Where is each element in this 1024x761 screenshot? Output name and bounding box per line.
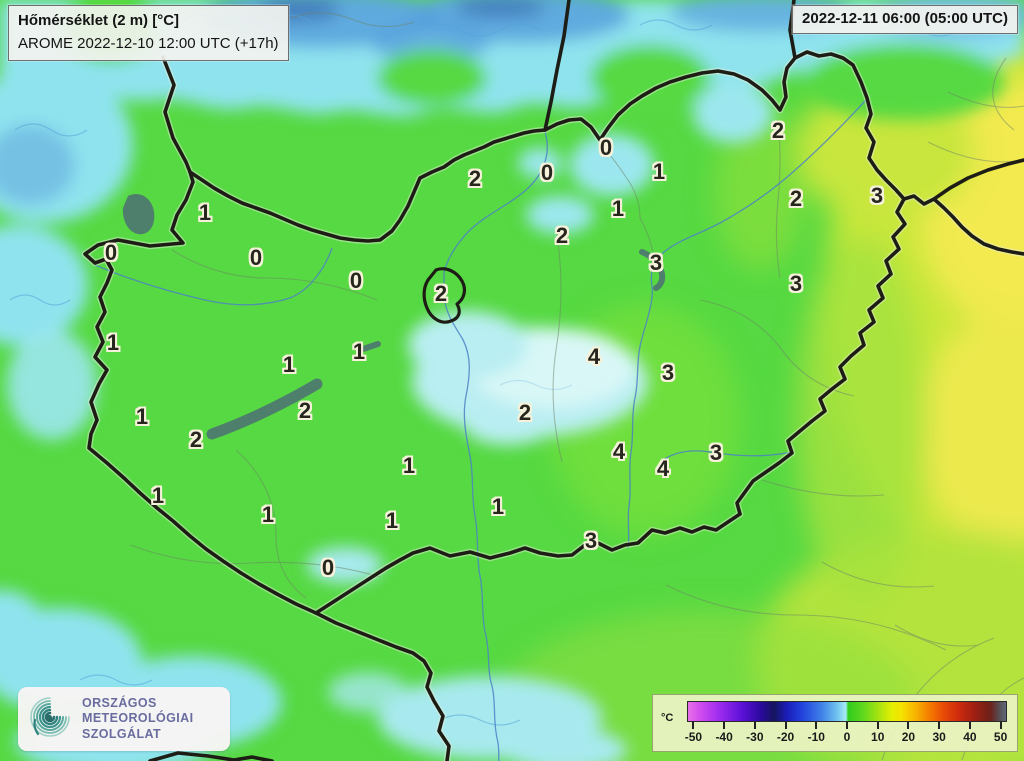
- legend-tick: [938, 722, 941, 729]
- legend-tick: [723, 722, 726, 729]
- legend-tick-label: -20: [776, 730, 795, 744]
- border-northeast: [932, 158, 1024, 201]
- temperature-value-label: 2: [434, 281, 448, 306]
- legend-tick-label: 40: [963, 730, 977, 744]
- koros-river: [662, 450, 793, 461]
- temperature-value-label: 2: [518, 400, 532, 425]
- border-branch-top1: [543, 0, 571, 132]
- legend-tick: [999, 722, 1002, 729]
- temperature-value-label: 1: [135, 404, 149, 429]
- logo-text-line: SZOLGÁLAT: [82, 726, 162, 741]
- temperature-value-label: 3: [584, 528, 598, 553]
- border-east: [735, 197, 907, 516]
- temperature-value-label: 1: [402, 453, 416, 478]
- temperature-value-label: 2: [468, 166, 482, 191]
- lake-velence: [357, 341, 381, 353]
- lake-ferto: [122, 193, 155, 235]
- legend-tick-label: -40: [715, 730, 733, 744]
- legend-gradient-bar: [687, 701, 1007, 722]
- omsz-logo-panel: ORSZÁGOS METEOROLÓGIAI SZOLGÁLAT: [18, 687, 230, 751]
- legend-tick-label: -50: [684, 730, 703, 744]
- logo-text-line: ORSZÁGOS: [82, 696, 157, 711]
- temperature-value-label: 1: [261, 502, 275, 527]
- logo-text: ORSZÁGOS METEOROLÓGIAI SZOLGÁLAT: [82, 696, 193, 742]
- valid-time-label: 2022-12-11 06:00 (05:00 UTC): [802, 10, 1008, 27]
- temperature-value-label: 0: [599, 135, 613, 160]
- border-north: [188, 50, 1024, 256]
- temperature-value-label: 1: [611, 196, 625, 221]
- lake-balaton: [206, 378, 323, 440]
- legend-tick: [846, 722, 848, 729]
- legend-tick: [907, 722, 910, 729]
- temperature-value-label: 3: [661, 360, 675, 385]
- temperature-value-label: 0: [349, 268, 363, 293]
- border-fragment-southwest: [148, 751, 274, 761]
- temperature-value-label: 1: [491, 494, 505, 519]
- temperature-value-label: 2: [189, 427, 203, 452]
- river-lines: [94, 99, 867, 761]
- temperature-value-label: 0: [540, 160, 554, 185]
- legend-tick: [692, 722, 695, 729]
- temperature-value-label: 4: [612, 439, 626, 464]
- lake-tisza: [639, 249, 666, 291]
- country-borders: [81, 0, 1024, 761]
- legend-tick-label: -30: [746, 730, 764, 744]
- border-south: [314, 512, 742, 615]
- temperature-value-label: 4: [656, 456, 670, 481]
- legend-tick: [784, 722, 787, 729]
- budapest-outline: [422, 267, 467, 324]
- temperature-value-label: 1: [151, 483, 165, 508]
- temperature-value-label: 0: [104, 240, 118, 265]
- legend-tick-label: 30: [932, 730, 946, 744]
- temperature-value-label: 0: [249, 245, 263, 270]
- temperature-value-label: 2: [298, 398, 312, 423]
- temperature-value-label: 2: [789, 186, 803, 211]
- map-title: Hőmérséklet (2 m) [°C]: [18, 12, 180, 29]
- temperature-value-label: 3: [870, 183, 884, 208]
- temperature-value-label: 2: [771, 118, 785, 143]
- temperature-value-label: 0: [321, 555, 335, 580]
- temperature-value-label: 3: [649, 250, 663, 275]
- logo-text-line: METEOROLÓGIAI: [82, 711, 194, 726]
- tisza-river: [627, 99, 867, 549]
- legend-tick: [968, 722, 971, 729]
- temperature-value-label: 1: [385, 508, 399, 533]
- temperature-value-label: 4: [587, 344, 601, 369]
- raba-river: [94, 247, 333, 306]
- danube-river: [443, 131, 548, 761]
- legend-tick: [815, 722, 818, 729]
- omsz-spiral-logo-icon: [26, 693, 74, 746]
- temperature-value-label: 1: [198, 200, 212, 225]
- legend-unit-label: °C: [661, 712, 674, 724]
- temperature-value-label: 2: [555, 223, 569, 248]
- legend-ticks: -50 -40 -30 -20 -10 0 10 20 30 40 50: [684, 722, 1008, 750]
- legend-tick-label: 10: [871, 730, 885, 744]
- temperature-value-label: 3: [789, 271, 803, 296]
- temperature-value-label: 3: [709, 440, 723, 465]
- legend-tick: [753, 722, 756, 729]
- lakes: [122, 193, 666, 440]
- temperature-value-label: 1: [652, 159, 666, 184]
- valid-time-panel: 2022-12-11 06:00 (05:00 UTC): [792, 5, 1018, 34]
- contour-lines: [129, 7, 1024, 761]
- legend-tick: [876, 722, 879, 729]
- map-title-panel: Hőmérséklet (2 m) [°C] AROME 2022-12-10 …: [8, 5, 289, 61]
- temperature-value-label: 1: [352, 339, 366, 364]
- border-west: [83, 55, 451, 761]
- temperature-value-label: 1: [106, 330, 120, 355]
- model-run-label: AROME 2022-12-10 12:00 UTC (+17h): [18, 35, 279, 53]
- legend-tick-label: 50: [993, 730, 1008, 744]
- temperature-value-label: 1: [282, 352, 296, 377]
- legend-tick-label: 20: [901, 730, 916, 744]
- color-scale-legend: °C -50 -40 -30 -20 -10 0 10 20 30 40 50: [652, 694, 1018, 752]
- legend-tick-label: -10: [807, 730, 825, 744]
- legend-tick-label: 0: [843, 730, 851, 744]
